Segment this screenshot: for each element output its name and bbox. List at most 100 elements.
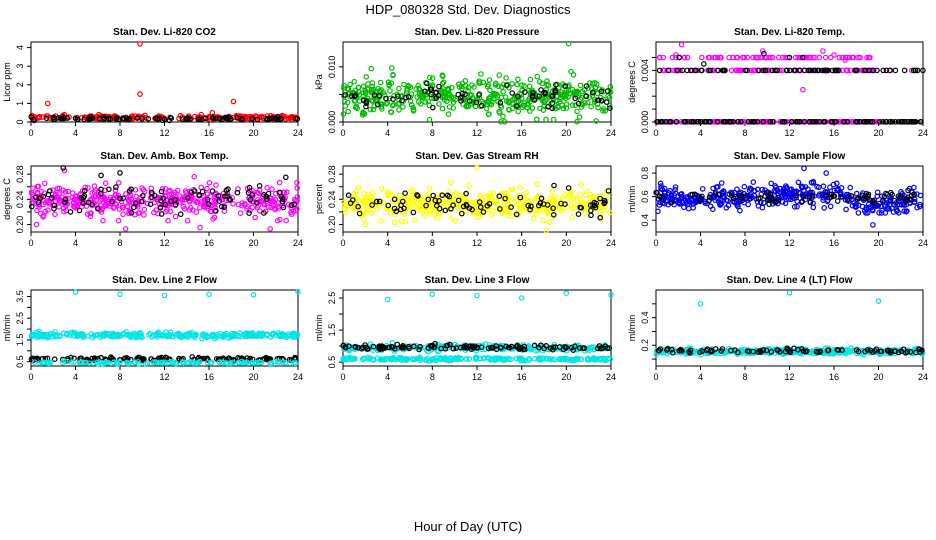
data-point <box>197 204 203 211</box>
data-point <box>67 330 74 336</box>
data-point <box>515 76 521 83</box>
data-point <box>514 198 520 204</box>
data-point <box>54 185 61 192</box>
panel-title: Stan. Dev. Sample Flow <box>734 151 846 162</box>
x-tick-label: 16 <box>829 238 839 248</box>
data-point <box>718 348 725 354</box>
data-point <box>595 104 601 111</box>
data-point <box>827 184 833 191</box>
data-point <box>180 360 187 367</box>
x-tick-label: 4 <box>385 238 390 248</box>
data-point <box>380 89 387 96</box>
data-point <box>126 116 133 122</box>
data-point <box>892 67 899 74</box>
data-point <box>859 192 866 199</box>
data-point <box>593 118 600 124</box>
data-point <box>513 211 520 218</box>
data-point <box>733 198 740 205</box>
data-point <box>75 116 81 123</box>
x-tick-label: 0 <box>653 372 658 382</box>
data-point <box>361 355 368 362</box>
x-tick-label: 16 <box>517 128 527 138</box>
data-point <box>398 344 405 351</box>
data-point <box>348 356 355 363</box>
data-point <box>30 185 36 192</box>
data-point <box>845 348 852 355</box>
data-point <box>476 80 483 87</box>
data-point <box>597 195 603 202</box>
data-point <box>364 206 371 213</box>
x-tick-label: 24 <box>293 372 303 382</box>
data-point <box>216 198 223 204</box>
y-axis-label: kPa <box>314 74 324 90</box>
data-point <box>492 82 499 88</box>
data-point <box>808 179 815 186</box>
x-tick-label: 20 <box>248 372 258 382</box>
data-point <box>678 191 685 197</box>
data-point <box>432 197 439 204</box>
data-point <box>376 93 383 99</box>
data-point <box>144 200 151 207</box>
data-point <box>692 194 699 201</box>
data-point <box>520 346 527 353</box>
data-point <box>78 195 85 201</box>
data-point <box>154 116 161 122</box>
data-point <box>578 104 585 110</box>
data-point <box>876 210 882 216</box>
data-point <box>101 116 107 123</box>
data-point <box>455 356 462 363</box>
data-point <box>474 355 480 362</box>
data-point <box>605 188 612 194</box>
y-tick-label: 4 <box>15 45 25 50</box>
data-point <box>505 212 512 219</box>
data-point <box>134 115 141 121</box>
data-point <box>785 196 792 202</box>
panel-title: Stan. Dev. Line 3 Flow <box>425 275 530 286</box>
data-point <box>114 359 120 365</box>
data-point <box>352 104 359 111</box>
data-point <box>239 116 246 122</box>
data-point <box>550 116 557 123</box>
data-point <box>597 211 604 218</box>
data-point <box>385 202 392 209</box>
data-point <box>71 359 77 365</box>
data-point <box>391 196 398 203</box>
data-point <box>509 81 515 87</box>
data-point <box>873 346 880 353</box>
data-point <box>552 89 559 95</box>
data-point <box>402 190 408 197</box>
data-point <box>473 99 480 106</box>
data-point <box>800 86 806 93</box>
data-point <box>101 360 108 367</box>
data-point <box>607 84 614 90</box>
data-point <box>604 88 611 94</box>
data-point <box>355 184 362 191</box>
data-point <box>126 197 132 203</box>
data-point <box>519 356 525 363</box>
data-point <box>37 210 44 217</box>
data-point <box>768 196 775 202</box>
x-tick-label: 0 <box>340 372 345 382</box>
data-point <box>870 222 876 228</box>
data-point <box>438 345 445 352</box>
y-tick-label: 0.20 <box>15 216 25 234</box>
data-point <box>800 187 807 194</box>
data-point <box>433 202 440 209</box>
data-point <box>809 119 816 125</box>
data-point <box>48 195 55 201</box>
data-point <box>541 66 547 73</box>
data-point <box>72 289 79 296</box>
data-point <box>340 111 347 117</box>
data-point <box>351 206 357 212</box>
x-tick-label: 20 <box>561 128 571 138</box>
data-point <box>503 75 509 81</box>
data-point <box>793 189 799 196</box>
data-point <box>45 207 51 214</box>
data-point <box>31 117 37 124</box>
data-point <box>849 54 856 61</box>
data-point <box>148 189 155 196</box>
data-point <box>234 189 241 196</box>
data-point <box>177 199 184 205</box>
data-point <box>914 67 921 74</box>
data-point <box>910 119 916 125</box>
